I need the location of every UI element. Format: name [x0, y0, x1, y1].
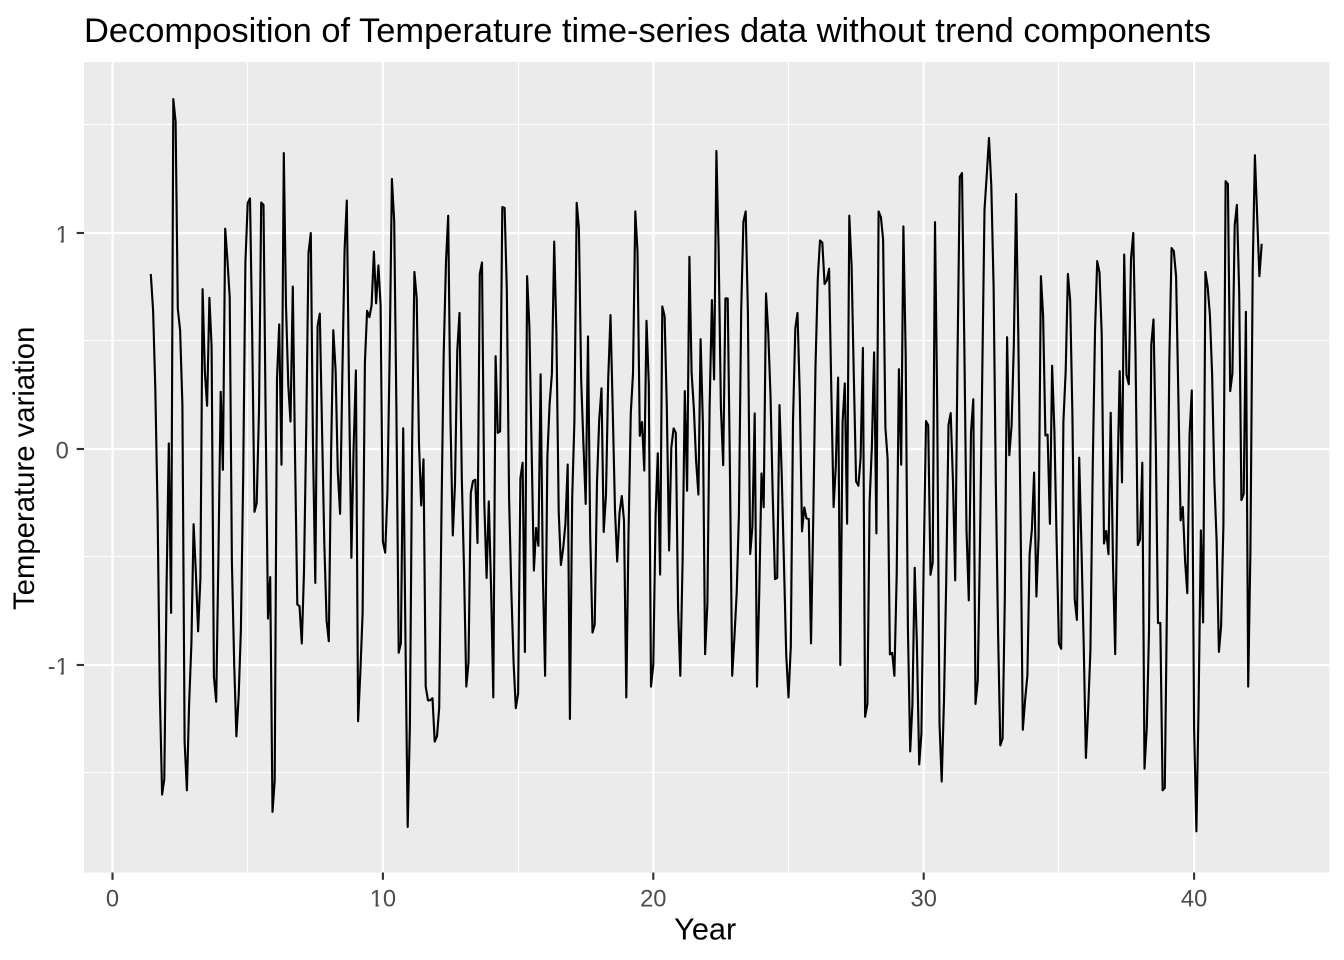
svg-text:Temperature variation: Temperature variation [8, 327, 41, 610]
svg-text:1: 1 [56, 223, 69, 249]
svg-text:-1: -1 [48, 655, 69, 681]
svg-text:0: 0 [56, 439, 69, 465]
svg-text:20: 20 [640, 886, 666, 912]
svg-text:0: 0 [106, 886, 119, 912]
svg-text:Year: Year [674, 913, 736, 946]
svg-text:40: 40 [1181, 886, 1207, 912]
svg-text:30: 30 [911, 886, 937, 912]
svg-text:10: 10 [370, 886, 396, 912]
svg-text:Decomposition of Temperature t: Decomposition of Temperature time-series… [84, 12, 1211, 50]
